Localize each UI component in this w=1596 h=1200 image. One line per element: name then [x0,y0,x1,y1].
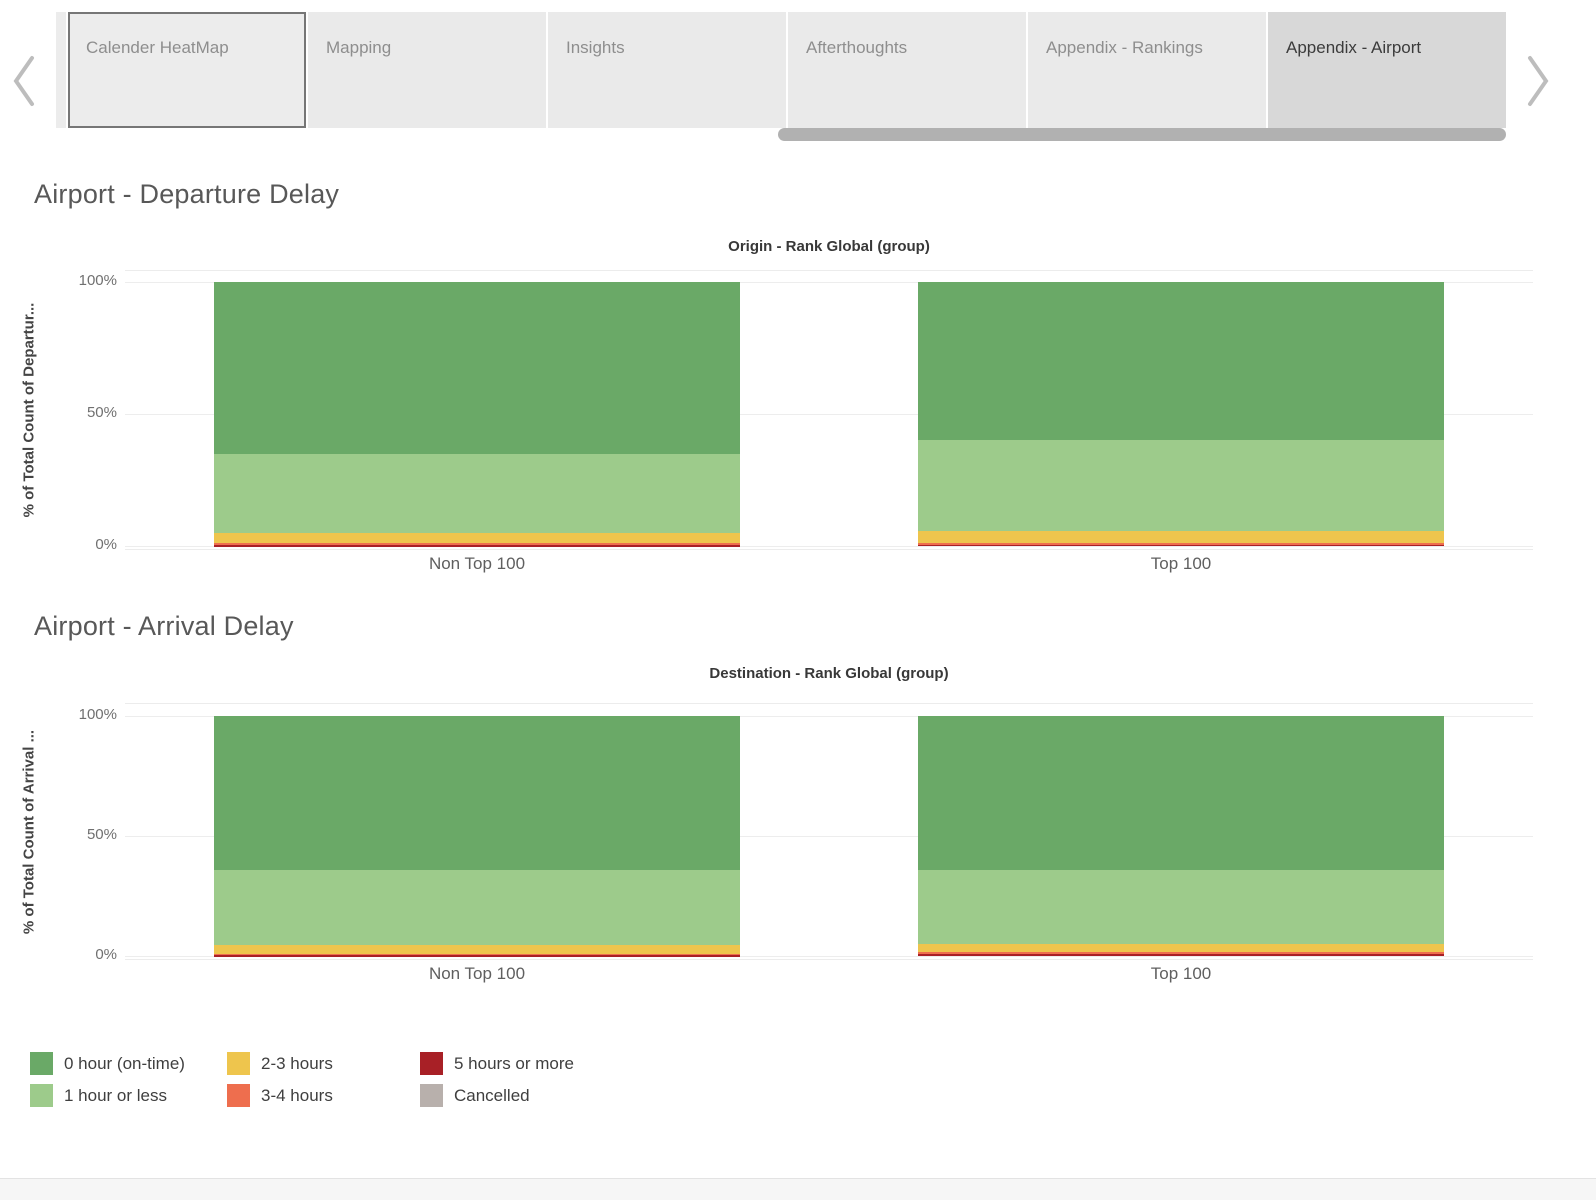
tab-insights[interactable]: Insights [548,12,786,128]
legend-label: 2-3 hours [261,1053,333,1073]
legend-swatch-cancelled [420,1084,443,1107]
plot-area [125,703,1533,960]
tab-mapping[interactable]: Mapping [308,12,546,128]
tab-bar: Calender HeatMap Mapping Insights Aftert… [0,12,1596,142]
tab-scroll-left-button[interactable] [6,50,46,112]
y-axis-title-rail: % of Total Count of Arrival ... [0,703,57,960]
legend-swatch-5-hours-or-more [420,1052,443,1075]
page-title-departure-delay: Airport - Departure Delay [34,179,340,209]
legend-item-cancelled[interactable]: Cancelled [420,1084,1596,1107]
segment-2-3-hours[interactable] [214,532,740,544]
gridline [125,836,1533,837]
pane-top-100 [829,704,1533,959]
segment-0-hour-on-time-[interactable] [214,282,740,454]
gridline [125,956,1533,957]
stacked-bar-non-top-100[interactable] [214,716,740,957]
stacked-bar-top-100[interactable] [918,716,1444,956]
segment-2-3-hours[interactable] [918,943,1444,952]
legend-label: 0 hour (on-time) [64,1053,185,1073]
column-header-origin-rank: Origin - Rank Global (group) [728,238,930,255]
y-tick-0: 0% [95,536,117,553]
tab-strip: Calender HeatMap Mapping Insights Aftert… [56,12,1596,128]
segment-3-4-hours[interactable] [214,543,740,546]
legend-label: Cancelled [454,1085,530,1105]
legend-swatch-3-4-hours [227,1084,250,1107]
legend-swatch-1-hour-or-less [30,1084,53,1107]
segment-5-hours-or-more[interactable] [214,955,740,957]
legend-label: 5 hours or more [454,1053,574,1073]
stacked-bar-non-top-100[interactable] [214,282,740,547]
chevron-left-icon [13,56,34,106]
x-category-label: Top 100 [1150,964,1212,983]
y-axis-title: % of Total Count of Arrival ... [20,729,37,934]
pane-non-top-100 [125,271,829,549]
tab-partial[interactable] [56,12,66,128]
gridline [125,282,1533,283]
segment-1-hour-or-less[interactable] [214,453,740,533]
legend-label: 1 hour or less [64,1085,167,1105]
tab-appendix-airport[interactable]: Appendix - Airport [1268,12,1506,128]
gridline [125,414,1533,415]
tab-afterthoughts[interactable]: Afterthoughts [788,12,1026,128]
segment-0-hour-on-time-[interactable] [214,716,740,870]
segment-0-hour-on-time-[interactable] [918,282,1444,441]
y-axis-ticks: 100% 50% 0% [57,703,125,963]
segment-2-3-hours[interactable] [918,531,1444,543]
x-category-label: Top 100 [1150,554,1212,573]
legend-item-0-hour[interactable]: 0 hour (on-time) [30,1052,227,1075]
tab-appendix-rankings[interactable]: Appendix - Rankings [1028,12,1266,128]
y-axis-title-rail: % of Total Count of Departur... [0,270,57,550]
y-tick-100: 100% [78,272,117,289]
legend-label: 3-4 hours [261,1085,333,1105]
legend-swatch-2-3-hours [227,1052,250,1075]
pane-non-top-100 [125,704,829,959]
legend-item-3-4-hours[interactable]: 3-4 hours [227,1084,420,1107]
departure-delay-chart: Origin - Rank Global (group) % of Total … [0,238,1596,574]
y-tick-100: 100% [78,706,117,723]
segment-2-3-hours[interactable] [214,945,740,954]
y-tick-0: 0% [95,946,117,963]
page-title-arrival-delay: Airport - Arrival Delay [34,611,294,641]
tab-scroll-right-button[interactable] [1516,50,1556,112]
y-axis-ticks: 100% 50% 0% [57,270,125,553]
y-tick-50: 50% [86,826,117,843]
segment-1-hour-or-less[interactable] [918,440,1444,532]
segment-5-hours-or-more[interactable] [214,545,740,547]
segment-5-hours-or-more[interactable] [918,954,1444,956]
segment-1-hour-or-less[interactable] [918,869,1444,944]
y-axis-title: % of Total Count of Departur... [20,302,37,518]
segment-5-hours-or-more[interactable] [918,544,1444,547]
segment-3-4-hours[interactable] [214,953,740,956]
column-header-destination-rank: Destination - Rank Global (group) [709,665,949,682]
x-category-label: Non Top 100 [428,964,526,983]
footer-strip [0,1178,1596,1200]
gridline [125,716,1533,717]
stacked-bar-top-100[interactable] [918,282,1444,547]
legend-item-5-hours-or-more[interactable]: 5 hours or more [420,1052,1596,1075]
arrival-delay-chart: Destination - Rank Global (group) % of T… [0,665,1596,984]
segment-3-4-hours[interactable] [918,542,1444,545]
y-tick-50: 50% [86,404,117,421]
legend-swatch-0-hour [30,1052,53,1075]
segment-3-4-hours[interactable] [918,951,1444,955]
tab-calender-heatmap[interactable]: Calender HeatMap [68,12,306,128]
color-legend: 0 hour (on-time) 1 hour or less 2-3 hour… [30,1052,1596,1107]
segment-1-hour-or-less[interactable] [214,869,740,946]
legend-item-2-3-hours[interactable]: 2-3 hours [227,1052,420,1075]
x-category-label: Non Top 100 [428,554,526,573]
legend-item-1-hour-or-less[interactable]: 1 hour or less [30,1084,227,1107]
segment-0-hour-on-time-[interactable] [918,716,1444,870]
chevron-right-icon [1528,56,1549,106]
pane-top-100 [829,271,1533,549]
gridline [125,546,1533,547]
plot-area [125,270,1533,550]
tab-scrollbar[interactable] [778,128,1506,141]
